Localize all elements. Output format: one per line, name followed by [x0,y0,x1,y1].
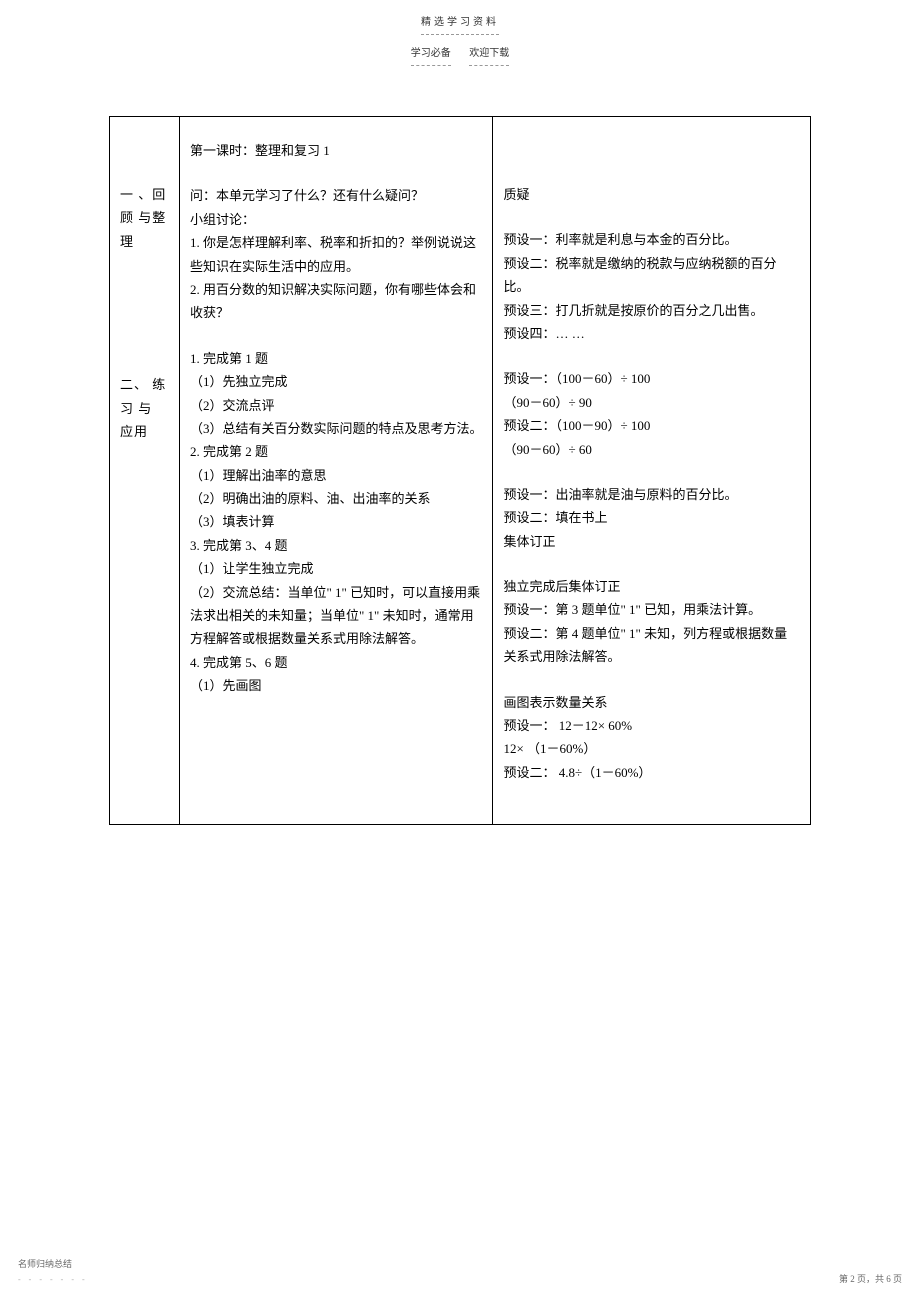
right-unit2: 预设二：第 4 题单位" 1" 未知，列方程或根据数量关系式用除法解答。 [503,622,800,669]
right-calc1: 预设一：（100－60）÷ 100 [503,367,800,390]
right-preset3: 预设三：打几折就是按原价的百分之几出售。 [503,299,800,322]
footer-page-number: 第 2 页，共 6 页 [839,1274,902,1284]
right-calc2b: （90－60）÷ 60 [503,438,800,461]
footer-left-text: 名师归纳总结 [18,1256,88,1272]
right-draw: 画图表示数量关系 [503,691,800,714]
student-preset-cell: 质疑 预设一：利率就是利息与本金的百分比。 预设二：税率就是缴纳的税款与应纳税额… [493,117,811,825]
mid-ex3-1: （1）让学生独立完成 [190,557,483,580]
mid-ex1-3: （3）总结有关百分数实际问题的特点及思考方法。 [190,417,483,440]
right-preset1: 预设一：利率就是利息与本金的百分比。 [503,228,800,251]
right-draw2: 预设二： 4.8÷（1－60%） [503,761,800,784]
table-row: 一 、回 顾 与整理 二、 练习 与 应用 第一课时：整理和复习 1 问：本单元… [110,117,811,825]
page-header-top: 精选学习资料 [0,0,920,35]
mid-ex1: 1. 完成第 1 题 [190,347,483,370]
footer-right: 第 2 页，共 6 页 [839,1271,902,1287]
right-preset4: 预设四：… … [503,322,800,345]
mid-question: 问：本单元学习了什么？还有什么疑问？ [190,184,483,207]
right-draw1: 预设一： 12－12× 60% [503,714,800,737]
mid-ex2-2: （2）明确出油的原料、油、出油率的关系 [190,487,483,510]
mid-ex2-1: （1）理解出油率的意思 [190,464,483,487]
mid-point1: 1. 你是怎样理解利率、税率和折扣的？举例说说这些知识在实际生活中的应用。 [190,231,483,278]
section-label-practice: 二、 练习 与 应用 [120,373,169,443]
mid-ex4-1: （1）先画图 [190,674,483,697]
mid-ex2-3: （3）填表计算 [190,510,483,533]
right-oil2: 预设二：填在书上 [503,506,800,529]
right-oil1: 预设一：出油率就是油与原料的百分比。 [503,483,800,506]
footer-dots: - - - - - - - [18,1273,88,1287]
right-preset2: 预设二：税率就是缴纳的税款与应纳税额的百分比。 [503,252,800,299]
mid-discuss: 小组讨论： [190,208,483,231]
mid-ex3: 3. 完成第 3、4 题 [190,534,483,557]
section-label-review: 一 、回 顾 与整理 [120,183,169,253]
page-header-sub: 学习必备 欢迎下载 [0,45,920,66]
mid-ex1-1: （1）先独立完成 [190,370,483,393]
mid-ex2: 2. 完成第 2 题 [190,440,483,463]
header-sub-left: 学习必备 [411,45,451,66]
right-independent: 独立完成后集体订正 [503,575,800,598]
mid-ex3-2: （2）交流总结：当单位" 1" 已知时，可以直接用乘法求出相关的未知量；当单位"… [190,581,483,651]
lesson-title: 第一课时：整理和复习 1 [190,139,483,162]
right-oil3: 集体订正 [503,530,800,553]
teacher-activity-cell: 第一课时：整理和复习 1 问：本单元学习了什么？还有什么疑问？ 小组讨论： 1.… [179,117,493,825]
mid-point2: 2. 用百分数的知识解决实际问题，你有哪些体会和收获？ [190,278,483,325]
mid-ex1-2: （2）交流点评 [190,394,483,417]
header-top-text: 精选学习资料 [421,14,499,35]
mid-ex4: 4. 完成第 5、6 题 [190,651,483,674]
right-question: 质疑 [503,183,800,206]
lesson-table: 一 、回 顾 与整理 二、 练习 与 应用 第一课时：整理和复习 1 问：本单元… [109,116,811,825]
footer-left: 名师归纳总结 - - - - - - - [18,1256,88,1287]
right-draw1b: 12× （1－60%） [503,737,800,760]
header-sub-right: 欢迎下载 [469,45,509,66]
right-calc1b: （90－60）÷ 90 [503,391,800,414]
right-calc2: 预设二：（100－90）÷ 100 [503,414,800,437]
section-label-cell: 一 、回 顾 与整理 二、 练习 与 应用 [110,117,180,825]
right-unit1: 预设一：第 3 题单位" 1" 已知，用乘法计算。 [503,598,800,621]
